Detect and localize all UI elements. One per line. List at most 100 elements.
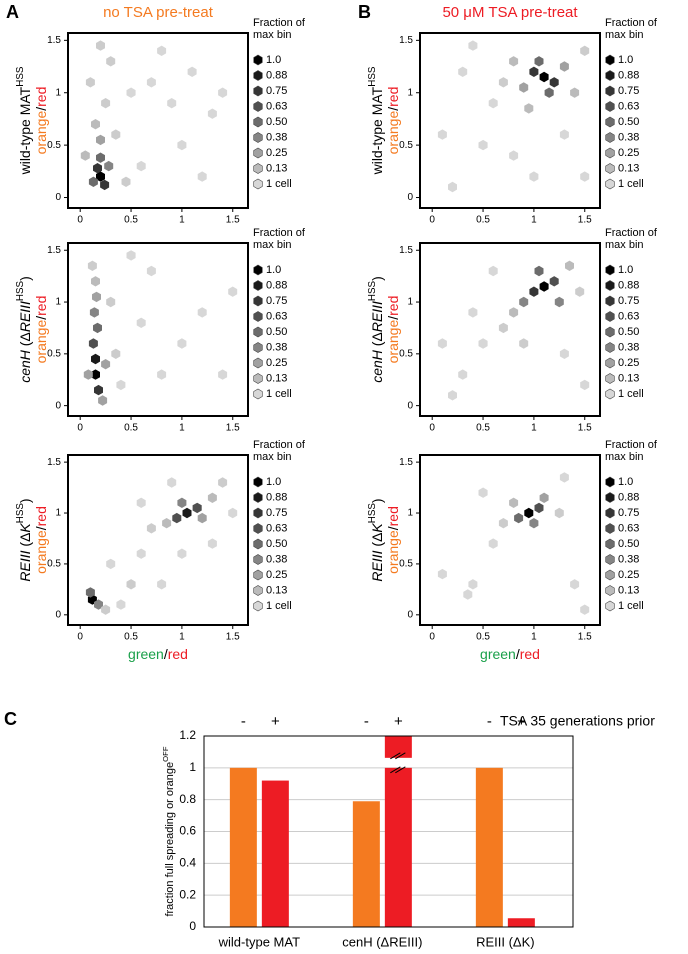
hexbin-cell [197, 307, 207, 318]
y-label-units: orange/red [385, 506, 401, 574]
panel-letter: C [4, 709, 17, 729]
hexbin-cell [437, 338, 447, 349]
colorbar-label: 1.0 [266, 264, 281, 276]
hexbin-cell [478, 139, 488, 151]
y-label-part: ) [17, 276, 33, 281]
hexbin-cell [172, 512, 182, 524]
plot-frame [419, 454, 601, 626]
y-label-part: cenH [17, 349, 33, 383]
hexbin-cell [91, 276, 100, 287]
y-label-units: orange/red [33, 506, 49, 574]
y-label-part: wild-type MAT [369, 86, 385, 175]
y-tick-label: 1 [407, 297, 413, 308]
colorbar-label: 0.50 [266, 326, 287, 338]
colorbar-label: 0.50 [618, 116, 639, 128]
hexbin-cell [468, 40, 478, 51]
hexbin-cell [146, 523, 156, 534]
y-label-part: HSS [15, 503, 26, 524]
colorbar-swatch [605, 554, 615, 565]
x-tick-label: 0 [429, 423, 435, 434]
y-tick-label: 0 [407, 609, 413, 620]
colorbar-label: 0.63 [266, 100, 287, 112]
colorbar-label: 1.0 [266, 54, 281, 66]
hexbin-cell [92, 291, 101, 303]
hexbin-cell [106, 296, 116, 308]
y-tick-label: 1 [407, 508, 413, 519]
legend-label: + [271, 713, 280, 730]
x-tick-label: REIII (ΔK) [476, 934, 535, 949]
y-label-units-part: red [33, 506, 49, 526]
hexbin-cell [136, 497, 146, 508]
x-tick-label: 0.5 [124, 215, 138, 226]
x-tick-label: 1 [531, 215, 537, 226]
hexbin-cell [580, 45, 590, 56]
hexbin-cell [96, 171, 105, 182]
y-tick-label: 1.2 [179, 728, 196, 742]
hexbin-cell [478, 338, 488, 349]
hexbin-cell [534, 56, 544, 67]
y-tick-label: 0.5 [399, 348, 413, 359]
hexbin-cell [88, 338, 98, 349]
hexbin-cell [91, 369, 100, 380]
hexbin-cell [458, 369, 468, 380]
bar [229, 767, 257, 927]
colorbar-label: 0.75 [266, 85, 287, 97]
colorbar-label: 0.50 [618, 326, 639, 338]
hexbin-cell [524, 507, 534, 519]
hexbin-cell [207, 492, 217, 503]
plot-frame [419, 242, 601, 417]
hexbin-cell [218, 477, 228, 488]
y-label-part: HSS [15, 66, 26, 87]
y-tick-label: 0 [407, 192, 413, 203]
x-tick-label: 1 [531, 423, 537, 434]
x-tick-label: wild-type MAT [218, 934, 300, 949]
colorbar-swatch [605, 373, 615, 384]
hexbin-cell [157, 45, 167, 56]
colorbar-title: Fraction of max bin [253, 439, 305, 463]
colorbar-swatch [605, 132, 615, 143]
x-tick-label: 0.5 [124, 423, 138, 434]
y-label-units-part: / [33, 107, 49, 111]
y-label: wild-type MATHSS [367, 66, 385, 175]
hexbin-cell [98, 395, 108, 406]
y-label-units: orange/red [33, 87, 49, 155]
y-label-part: HSS [367, 503, 378, 524]
x-label-part: green [128, 646, 164, 662]
hexbin-cell [519, 296, 529, 308]
x-label: green/red [480, 646, 540, 662]
colorbar-title: Fraction of max bin [605, 439, 657, 463]
y-tick-label: 0 [55, 400, 61, 411]
hexbin-cell [192, 502, 202, 514]
colorbar-swatch [253, 585, 263, 596]
colorbar-swatch [605, 538, 615, 550]
hexbin-cell [468, 307, 478, 318]
hexbin-cell [85, 587, 95, 598]
plot-frame [67, 32, 249, 209]
hexbin-cell [96, 152, 105, 163]
colorbar-swatch [253, 280, 263, 291]
y-label-units-part: red [385, 506, 401, 526]
hexbin-cell [575, 286, 585, 297]
y-label: cenH (ΔREIIIHSS) [15, 276, 33, 383]
hexbin-cell [121, 176, 131, 187]
hexbin-cell [554, 507, 564, 519]
x-tick-label: 1.5 [226, 632, 240, 643]
hexbin-cell [100, 179, 110, 191]
x-tick-label: 1 [531, 632, 537, 643]
hexbin-cell [111, 129, 121, 140]
y-label-part: cenH [369, 349, 385, 383]
colorbar-label: 1.0 [618, 476, 633, 488]
hexbin-cell [448, 181, 457, 193]
y-label-units-part: orange [33, 320, 49, 364]
colorbar-label: 0.25 [618, 569, 639, 581]
legend-label: + [394, 713, 403, 730]
panel-title: 50 μM TSA pre-treat [442, 4, 578, 21]
colorbar-label: 0.75 [266, 507, 287, 519]
hexbin-cell [549, 77, 559, 88]
y-label-part: ) [369, 498, 385, 503]
x-label-part: green [480, 646, 516, 662]
hexbin-cell [529, 518, 539, 529]
colorbar-label: 0.38 [266, 341, 287, 353]
x-label-part: red [168, 646, 188, 662]
hexbin-cell [177, 338, 187, 349]
